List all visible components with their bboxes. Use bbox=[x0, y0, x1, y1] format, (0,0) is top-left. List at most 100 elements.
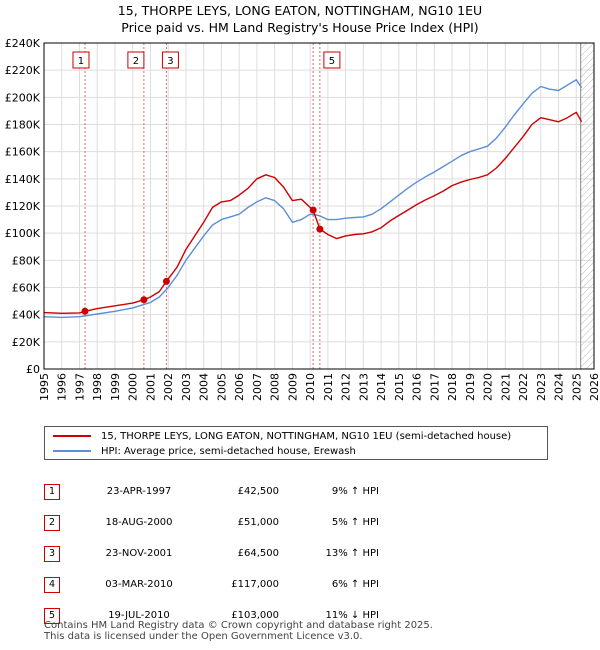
sale-5-point bbox=[316, 225, 324, 233]
x-tick-label: 1996 bbox=[56, 373, 69, 401]
sale-hpi-diff: 13% ↑ HPI bbox=[325, 548, 379, 559]
sale-2-label: 2 bbox=[127, 51, 145, 69]
table-row: 1 23-APR-1997 £42,500 9% ↑ HPI bbox=[44, 476, 379, 507]
sale-date: 23-APR-1997 bbox=[106, 486, 172, 497]
sale-3-label: 3 bbox=[161, 51, 179, 69]
x-tick-label: 2006 bbox=[233, 373, 246, 401]
x-tick-label: 2001 bbox=[144, 373, 157, 401]
y-tick-label: £200K bbox=[5, 91, 41, 104]
sale-hpi-diff: 9% ↑ HPI bbox=[331, 486, 379, 497]
x-tick-label: 2002 bbox=[162, 373, 175, 401]
grid bbox=[43, 42, 595, 370]
y-tick-label: £40K bbox=[12, 309, 41, 322]
sale-label-text: 1 bbox=[78, 56, 84, 67]
sale-5-label: 5 bbox=[323, 51, 341, 69]
sale-4-point bbox=[309, 206, 317, 214]
x-tick-label: 2005 bbox=[215, 373, 228, 401]
x-tick-label: 1998 bbox=[91, 373, 104, 401]
x-tick-label: 2013 bbox=[357, 373, 370, 401]
y-tick-label: £0 bbox=[26, 363, 40, 376]
legend: 15, THORPE LEYS, LONG EATON, NOTTINGHAM,… bbox=[44, 426, 548, 460]
sale-labels: 1 2 3 4 5 bbox=[72, 51, 341, 69]
sale-label-text: 5 bbox=[329, 56, 335, 67]
x-tick-label: 2022 bbox=[517, 373, 530, 401]
chart-subtitle: Price paid vs. HM Land Registry's House … bbox=[121, 20, 479, 35]
legend-price-swatch bbox=[53, 435, 91, 437]
plot-frame bbox=[43, 42, 595, 370]
y-tick-label: £120K bbox=[5, 200, 41, 213]
table-row: 3 23-NOV-2001 £64,500 13% ↑ HPI bbox=[44, 538, 379, 569]
table-row: 2 18-AUG-2000 £51,000 5% ↑ HPI bbox=[44, 507, 379, 538]
sale-number-badge: 2 bbox=[44, 514, 60, 531]
sale-label-text: 3 bbox=[167, 56, 173, 67]
x-tick-label: 1997 bbox=[73, 373, 86, 401]
y-tick-label: £20K bbox=[12, 336, 41, 349]
sale-number-badge: 5 bbox=[44, 607, 60, 624]
sale-points bbox=[81, 206, 324, 315]
x-tick-label: 2020 bbox=[482, 373, 495, 401]
y-tick-label: £160K bbox=[5, 146, 41, 159]
x-tick-label: 2017 bbox=[428, 373, 441, 401]
sale-hpi-diff: 11% ↓ HPI bbox=[325, 610, 379, 621]
series bbox=[43, 79, 583, 319]
sale-number-badge: 4 bbox=[44, 576, 60, 593]
x-tick-label: 2015 bbox=[393, 373, 406, 401]
sale-1-label: 1 bbox=[72, 51, 90, 69]
y-tick-label: £180K bbox=[5, 119, 41, 132]
x-tick-label: 2009 bbox=[286, 373, 299, 401]
x-tick-label: 2021 bbox=[499, 373, 512, 401]
x-tick-label: 2007 bbox=[251, 373, 264, 401]
legend-price-label: 15, THORPE LEYS, LONG EATON, NOTTINGHAM,… bbox=[101, 430, 512, 442]
x-tick-label: 2003 bbox=[180, 373, 193, 401]
x-tick-label: 2008 bbox=[269, 373, 282, 401]
legend-item-price: 15, THORPE LEYS, LONG EATON, NOTTINGHAM,… bbox=[53, 429, 511, 443]
sale-price: £51,000 bbox=[237, 517, 279, 528]
sale-label-box bbox=[72, 51, 90, 69]
forecast-hatch bbox=[580, 43, 594, 369]
sale-2-point bbox=[140, 296, 148, 304]
y-tick-label: £220K bbox=[5, 64, 41, 77]
chart-title: 15, THORPE LEYS, LONG EATON, NOTTINGHAM,… bbox=[117, 3, 483, 18]
legend-hpi-swatch bbox=[53, 450, 91, 452]
price-chart: £0 £20K £40K £60K £80K £100K £120K £140K £160K £1… bbox=[5, 37, 600, 401]
sale-price: £42,500 bbox=[237, 486, 279, 497]
sale-label-box bbox=[161, 51, 179, 69]
sale-price: £64,500 bbox=[237, 548, 279, 559]
sale-date: 18-AUG-2000 bbox=[105, 517, 173, 528]
x-tick-label: 2025 bbox=[570, 373, 583, 401]
sale-hpi-diff: 5% ↑ HPI bbox=[331, 517, 379, 528]
x-tick-label: 2010 bbox=[304, 373, 317, 401]
hatched-future-area bbox=[580, 43, 594, 369]
sales-table: 1 23-APR-1997 £42,500 9% ↑ HPI 2 18-AUG-… bbox=[44, 476, 379, 631]
legend-hpi-label: HPI: Average price, semi-detached house,… bbox=[101, 445, 356, 457]
y-tick-label: £60K bbox=[12, 282, 41, 295]
sale-date: 19-JUL-2010 bbox=[108, 610, 170, 621]
sale-3-point bbox=[162, 277, 170, 285]
x-tick-label: 2023 bbox=[535, 373, 548, 401]
sale-hpi-diff: 6% ↑ HPI bbox=[331, 579, 379, 590]
x-tick-label: 1995 bbox=[38, 373, 51, 401]
x-tick-label: 2018 bbox=[446, 373, 459, 401]
footer: Contains HM Land Registry data © Crown c… bbox=[44, 620, 433, 642]
x-tick-label: 2016 bbox=[411, 373, 424, 401]
x-tick-label: 2026 bbox=[588, 373, 600, 401]
x-tick-label: 2024 bbox=[553, 373, 566, 401]
sale-date: 03-MAR-2010 bbox=[105, 579, 173, 590]
x-tick-label: 2014 bbox=[375, 373, 388, 401]
sale-price: £117,000 bbox=[231, 579, 279, 590]
x-tick-label: 2004 bbox=[198, 373, 211, 401]
price-paid-line bbox=[43, 111, 583, 314]
sale-date: 23-NOV-2001 bbox=[105, 548, 173, 559]
axes: £0 £20K £40K £60K £80K £100K £120K £140K £160K £1… bbox=[5, 37, 600, 401]
sale-number-badge: 1 bbox=[44, 483, 60, 500]
footer-copyright: Contains HM Land Registry data © Crown c… bbox=[44, 620, 433, 631]
table-row: 5 19-JUL-2010 £103,000 11% ↓ HPI bbox=[44, 600, 379, 631]
footer-licence: This data is licensed under the Open Gov… bbox=[44, 631, 363, 642]
sale-1-point bbox=[81, 307, 89, 315]
x-tick-label: 2019 bbox=[464, 373, 477, 401]
sale-label-box bbox=[127, 51, 145, 69]
x-tick-label: 2000 bbox=[127, 373, 140, 401]
x-tick-label: 2011 bbox=[322, 373, 335, 401]
sale-label-text: 4 bbox=[302, 56, 308, 67]
legend-item-hpi: HPI: Average price, semi-detached house,… bbox=[53, 444, 356, 458]
